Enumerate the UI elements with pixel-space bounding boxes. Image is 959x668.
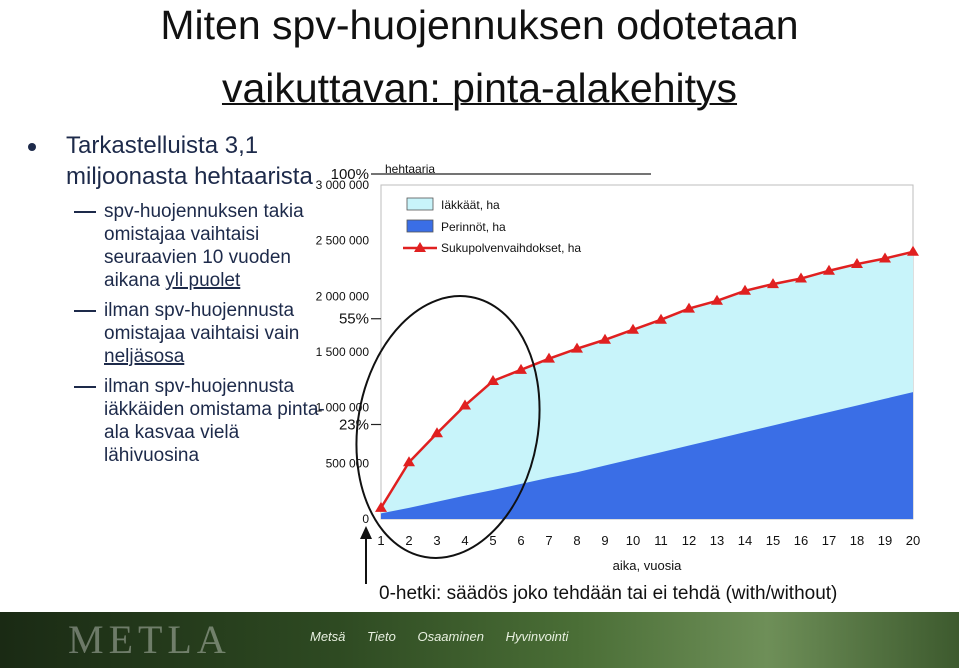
triangle-marker (515, 363, 527, 374)
x-tick-label: 1 (377, 533, 384, 548)
x-tick-label: 2 (405, 533, 412, 548)
arrow-up-icon (360, 526, 372, 539)
y-tick-label: 0 (362, 512, 369, 526)
x-tick-label: 7 (545, 533, 552, 548)
bullet-main-text: Tarkastelluista 3,1 miljoonasta hehtaari… (66, 132, 313, 190)
bullet-sub-1-underlined: yli puolet (165, 270, 241, 291)
footer-nav-item: Metsä (310, 629, 346, 644)
legend-swatch-iakkaat (406, 197, 434, 211)
x-tick-label: 9 (601, 533, 608, 548)
triangle-marker (851, 258, 863, 269)
triangle-marker (739, 284, 751, 295)
x-axis-label: aika, vuosia (613, 558, 682, 573)
bullet-dot-icon (28, 143, 36, 151)
footer-nav-item: Hyvinvointi (505, 629, 569, 644)
y-tick-label: 2 500 000 (316, 234, 370, 248)
triangle-marker (459, 399, 471, 410)
triangle-marker (655, 313, 667, 324)
x-tick-label: 6 (517, 533, 524, 548)
y-tick-label: 2 000 000 (316, 289, 370, 303)
y-tick-label: 1 500 000 (316, 345, 370, 359)
x-tick-label: 19 (878, 533, 892, 548)
triangle-marker (571, 342, 583, 353)
area-series-perinnot (381, 392, 913, 519)
triangle-marker (683, 302, 695, 313)
y-axis-label: hehtaaria (385, 162, 435, 176)
bullet-sub-1: spv-huojennuksen takia omistajaa vaihtai… (28, 200, 328, 292)
highlight-ellipse (355, 295, 541, 559)
legend-label-perinnot: Perinnöt, ha (441, 220, 506, 234)
triangle-marker (907, 245, 919, 256)
percent-label: 100% (331, 166, 369, 183)
dash-icon (74, 386, 96, 388)
triangle-marker (431, 427, 443, 438)
footer-nav: Metsä Tieto Osaaminen Hyvinvointi (310, 629, 586, 644)
dash-icon (74, 211, 96, 213)
percent-label: 23% (339, 417, 369, 434)
area-chart: 0 500 000 1 000 000 1 500 000 2 000 000 2 500… (316, 162, 921, 604)
bullet-sub-2-underlined: neljäsosa (104, 346, 185, 367)
metla-logo: METLA (68, 617, 231, 662)
x-tick-label: 16 (794, 533, 808, 548)
y-tick-label: 1 000 000 (316, 401, 370, 415)
annotation-text: 0-hetki: säädös joko tehdään tai ei tehd… (379, 583, 837, 604)
triangle-marker (711, 294, 723, 305)
x-tick-label: 18 (850, 533, 864, 548)
triangle-marker (823, 264, 835, 275)
page-title-line1: Miten spv-huojennuksen odotetaan (160, 2, 799, 48)
bullet-sub-1-text: spv-huojennuksen takia omistajaa vaihtai… (104, 201, 304, 291)
x-tick-label: 5 (489, 533, 496, 548)
page-title-line2-text: vaikuttavan: pinta-alakehitys (221, 65, 738, 111)
bullet-main: Tarkastelluista 3,1 miljoonasta hehtaari… (28, 130, 328, 192)
x-tick-label: 8 (573, 533, 580, 548)
x-tick-label: 20 (906, 533, 920, 548)
dash-icon (74, 310, 96, 312)
legend-label-sukupolvenvaihdokset: Sukupolvenvaihdokset, ha (441, 241, 581, 255)
footer-banner: METLA Metsä Tieto Osaaminen Hyvinvointi (0, 612, 959, 668)
page-title-line2: vaikuttavan: pinta-alakehitys (0, 63, 959, 113)
triangle-marker (403, 456, 415, 467)
x-tick-label: 10 (626, 533, 640, 548)
x-tick-label: 4 (461, 533, 468, 548)
x-tick-label: 11 (654, 533, 668, 548)
bullet-sub-2-text: ilman spv-huojennusta omistajaa vaihtais… (104, 300, 300, 344)
x-tick-label: 12 (682, 533, 696, 548)
bullet-sub-2: ilman spv-huojennusta omistajaa vaihtais… (28, 299, 328, 368)
x-tick-label: 13 (710, 533, 724, 548)
triangle-marker (599, 333, 611, 344)
triangle-marker (767, 278, 779, 289)
triangle-marker (627, 323, 639, 334)
y-tick-label: 3 000 000 (316, 178, 370, 192)
line-series-sukupolvenvaihdokset (379, 250, 914, 509)
bullet-list: Tarkastelluista 3,1 miljoonasta hehtaari… (28, 130, 328, 474)
x-tick-label: 15 (766, 533, 780, 548)
triangle-marker (795, 272, 807, 283)
triangle-marker (879, 252, 891, 263)
percent-label: 55% (339, 311, 369, 328)
triangle-marker (543, 352, 555, 363)
legend-marker-sukupolvenvaihdokset (414, 242, 426, 252)
footer-nav-item: Tieto (367, 629, 396, 644)
y-tick-label: 500 000 (326, 456, 370, 470)
legend-label-iakkaat: Iäkkäät, ha (441, 198, 500, 212)
x-tick-label: 3 (433, 533, 440, 548)
x-tick-label: 17 (822, 533, 836, 548)
x-tick-label: 14 (738, 533, 752, 548)
bullet-sub-3-text: ilman spv-huojennusta iäkkäiden omistama… (104, 376, 325, 466)
footer-nav-item: Osaaminen (417, 629, 484, 644)
bullet-sub-3: ilman spv-huojennusta iäkkäiden omistama… (28, 375, 328, 467)
legend-swatch-perinnot (406, 219, 434, 233)
triangle-marker (375, 501, 387, 512)
triangle-marker (487, 374, 499, 385)
